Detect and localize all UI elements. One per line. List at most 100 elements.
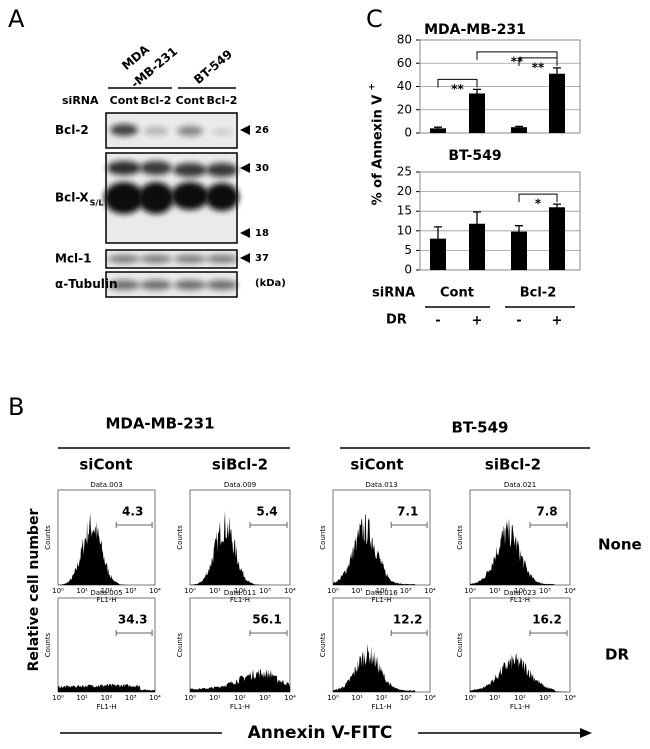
blot-band (104, 182, 144, 214)
lane-label: Bcl-2 (207, 94, 238, 107)
error-bar (434, 226, 442, 251)
plot-y-label: Counts (319, 632, 327, 657)
plot-x-tick: 10² (376, 694, 388, 702)
lane-label: Cont (110, 94, 139, 107)
y-tick-label: 40 (397, 79, 412, 93)
histogram (333, 514, 430, 585)
gate-percent: 7.1 (397, 505, 418, 519)
group-label: BT-549 (452, 419, 509, 437)
plot-x-tick: 10² (234, 587, 246, 595)
significance-label: ** (451, 82, 464, 96)
gate-percent: 4.3 (122, 505, 143, 519)
plot-x-label: FL1-H (96, 703, 116, 711)
gate-marker (529, 630, 568, 636)
blot-band (174, 255, 206, 263)
marker-label: 37 (255, 253, 269, 264)
blot-band (140, 161, 172, 175)
significance-bracket (518, 193, 558, 203)
gate-percent: 16.2 (532, 613, 562, 627)
plot-y-label: Counts (456, 525, 464, 550)
plot-x-label: FL1-H (230, 703, 250, 711)
plot-x-label: FL1-H (371, 596, 391, 604)
gate-percent: 12.2 (393, 613, 423, 627)
blot-band (140, 280, 172, 290)
blot-band (212, 129, 232, 135)
histogram (190, 668, 290, 692)
group-label: Cont (440, 286, 474, 301)
plot-x-tick: 10³ (259, 694, 271, 702)
plot-x-label: FL1-H (371, 703, 391, 711)
plot-x-label: FL1-H (230, 596, 250, 604)
gate-percent: 5.4 (256, 505, 277, 519)
plot-x-label: FL1-H (96, 596, 116, 604)
plot-x-tick: 10³ (125, 587, 137, 595)
plot-frame (419, 171, 581, 271)
error-bar (553, 67, 561, 80)
marker-arrow (240, 253, 250, 263)
row-label: siRNA (372, 286, 415, 301)
plot-title: Data.021 (504, 481, 536, 489)
gate-marker (115, 630, 153, 636)
plot-x-tick: 10⁴ (284, 694, 296, 702)
plot-x-tick: 10³ (539, 694, 551, 702)
plot-x-tick: 10³ (539, 587, 551, 595)
blot-band (171, 182, 209, 210)
bar (549, 207, 565, 270)
plot-x-tick: 10⁰ (327, 694, 339, 702)
plot-x-tick: 10² (376, 587, 388, 595)
plot-x-tick: 10⁴ (424, 694, 436, 702)
marker-arrow (240, 163, 250, 173)
plot-x-tick: 10² (514, 587, 526, 595)
blot-band (108, 280, 140, 290)
gate-percent: 7.8 (536, 505, 557, 519)
x-axis-label: Annexin V-FITC (248, 723, 393, 743)
y-tick-label: 0 (404, 263, 412, 277)
plot-x-tick: 10¹ (76, 694, 88, 702)
bar (430, 128, 446, 133)
plot-x-tick: 10¹ (489, 694, 501, 702)
plot-y-label: Counts (176, 525, 184, 550)
plot-x-tick: 10⁴ (564, 694, 576, 702)
panel-label: C (366, 5, 383, 33)
plot-x-tick: 10⁰ (184, 694, 196, 702)
plot-x-tick: 10⁴ (284, 587, 296, 595)
gate-marker (115, 522, 153, 528)
blot-band (108, 255, 140, 263)
y-tick-label: 5 (404, 243, 412, 257)
panel-label: B (8, 393, 24, 421)
blot-name: Mcl-1 (55, 252, 92, 266)
plot-x-label: FL1-H (510, 703, 530, 711)
plot-y-label: Counts (176, 632, 184, 657)
blot-name: Bcl-X (55, 191, 89, 205)
sirna-label: siRNA (62, 94, 99, 107)
error-bar (473, 211, 481, 236)
plot-title: Data.003 (90, 481, 122, 489)
row-label: None (598, 536, 642, 554)
condition-label: siBcl-2 (485, 456, 541, 474)
blot-subscript: S/L (90, 199, 104, 208)
blot-band (177, 126, 203, 136)
plot-title: Data.009 (224, 481, 256, 489)
plot-x-tick: 10⁰ (52, 694, 64, 702)
group-label: Bcl-2 (520, 286, 557, 301)
condition-label: siCont (350, 456, 403, 474)
plot-x-tick: 10³ (400, 587, 412, 595)
y-axis-label-sup: + (368, 83, 378, 91)
y-tick-label: 80 (397, 33, 412, 47)
plot-x-label: FL1-H (510, 596, 530, 604)
plot-x-tick: 10¹ (76, 587, 88, 595)
plot-x-tick: 10⁰ (464, 694, 476, 702)
plot-x-tick: 10⁰ (184, 587, 196, 595)
lane-label: Bcl-2 (141, 94, 172, 107)
condition-label: siBcl-2 (212, 456, 268, 474)
bar (549, 73, 565, 133)
plot-x-tick: 10⁴ (149, 587, 161, 595)
plot-x-tick: 10⁴ (424, 587, 436, 595)
significance-label: ** (532, 60, 545, 74)
gate-marker (390, 522, 428, 528)
error-bar (434, 126, 442, 130)
plot-x-tick: 10¹ (351, 587, 363, 595)
row-label: DR (605, 646, 629, 664)
bar (511, 231, 527, 270)
